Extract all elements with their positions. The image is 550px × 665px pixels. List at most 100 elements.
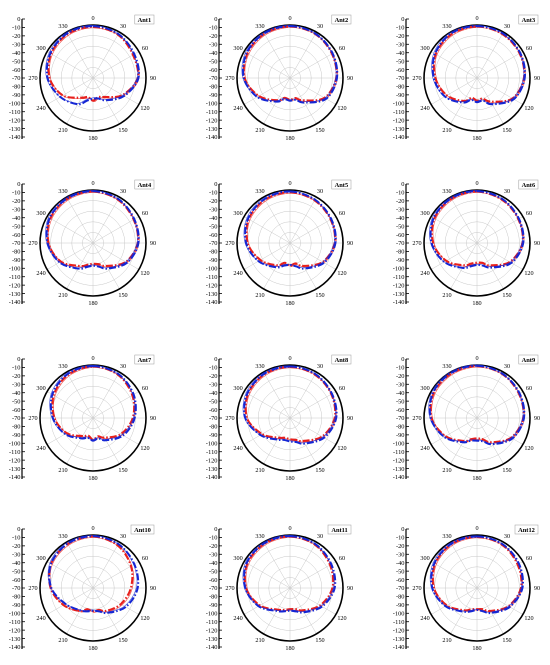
angle-label-120: 120 [524,445,533,452]
radial-tick-label: -130 [393,636,405,643]
angle-label-30: 30 [504,188,510,195]
angle-label-0: 0 [288,355,291,362]
polar-frame [236,534,344,642]
radial-tick-label: -70 [12,415,21,422]
radial-tick-label: -100 [206,100,218,107]
polar-frame [423,534,531,642]
radial-tick-label: -90 [209,432,218,439]
angle-label-180: 180 [285,300,294,307]
angle-label-120: 120 [337,445,346,452]
radial-tick-label: -10 [12,25,21,32]
radial-tick-label: -90 [396,92,405,99]
radial-tick-label: -90 [396,257,405,264]
angle-label-240: 240 [420,445,429,452]
polar-frame [39,24,147,132]
angle-label-90: 90 [534,415,540,422]
radial-tick-label: -100 [9,100,21,107]
panel-label: Ant1 [138,17,152,24]
angle-label-60: 60 [339,385,345,392]
radial-tick-label: -120 [206,627,218,634]
grid-spoke [66,541,94,589]
angle-label-240: 240 [420,615,429,622]
grid-spoke [46,587,94,615]
polar-frame [39,364,147,472]
grid-spoke [430,242,478,270]
radial-tick-label: 0 [214,16,217,23]
angle-label-90: 90 [347,240,353,247]
radial-tick-label: -50 [396,398,405,405]
angle-label-0: 0 [91,180,94,187]
panel-label: Ant2 [335,17,349,24]
radial-tick-label: -130 [206,466,218,473]
angle-label-270: 270 [28,585,37,592]
series-curve-blue [244,190,337,270]
angle-label-180: 180 [285,135,294,142]
panel-label-box [327,524,352,535]
series-curve-thin [242,535,335,613]
radial-tick-label: -50 [209,58,218,65]
polar-panel-ant7: 0 30 60 90 120 150 180 210 240 270 300 330 0 -10-20-3… [9,354,156,482]
grid-spoke [476,417,524,445]
series-curve-blue [428,364,526,446]
angle-label-210: 210 [442,292,451,299]
series-curve-blue [242,25,339,104]
grid-spoke [450,31,478,79]
grid-spoke [289,31,317,79]
angle-label-300: 300 [36,210,45,217]
angle-label-0: 0 [475,355,478,362]
radial-tick-label: -110 [206,274,217,281]
grid-spoke [476,391,524,419]
radial-tick-label: -50 [209,223,218,230]
angle-label-240: 240 [233,105,242,112]
radial-tick-label: -20 [396,198,405,205]
radial-tick-label: -60 [396,577,405,584]
angle-label-240: 240 [36,445,45,452]
angle-label-0: 0 [288,15,291,22]
grid-spoke [289,371,317,419]
radial-tick-label: -140 [9,134,21,141]
polar-panel-ant3: 0 30 60 90 120 150 180 210 240 270 300 330 0 -10-20-3… [393,14,540,142]
grid-spoke [476,587,524,615]
radial-tick-label: -70 [12,75,21,82]
radial-tick-label: -60 [12,232,21,239]
radial-tick-label: -30 [12,551,21,558]
panel-label-box [514,524,539,535]
grid-spoke [66,371,94,419]
radial-tick-label: -30 [12,41,21,48]
series-curve-thin [49,27,140,103]
radial-tick-label: -80 [396,249,405,256]
radial-tick-label: -100 [206,265,218,272]
radial-tick-label: -80 [12,424,21,431]
angle-label-270: 270 [225,240,234,247]
angle-label-120: 120 [140,615,149,622]
radial-tick-label: -100 [393,440,405,447]
grid-spoke [46,77,94,105]
radial-tick-label: -120 [206,282,218,289]
angle-label-300: 300 [233,385,242,392]
radial-tick-label: -110 [393,619,404,626]
radial-tick-label: -120 [9,627,21,634]
grid-spoke [289,391,337,419]
radial-tick-label: -10 [12,190,21,197]
radial-tick-label: -20 [12,33,21,40]
angle-label-0: 0 [91,525,94,532]
angle-label-180: 180 [472,475,481,482]
radial-tick-label: -40 [396,560,405,567]
angle-label-60: 60 [142,45,148,52]
radial-tick-label: -70 [209,415,218,422]
radial-tick-label: -120 [9,117,21,124]
angle-label-90: 90 [534,585,540,592]
angle-label-120: 120 [337,615,346,622]
angle-label-330: 330 [58,23,67,30]
series-curve-thin [243,190,335,269]
series-curve-blue [430,535,525,615]
radial-tick-label: 0 [214,526,217,533]
radial-tick-label: -70 [209,240,218,247]
angle-label-60: 60 [142,385,148,392]
radial-tick-label: -60 [209,67,218,74]
angle-label-120: 120 [140,270,149,277]
radial-tick-label: -110 [206,619,217,626]
radial-tick-label: -50 [396,58,405,65]
angle-label-150: 150 [502,127,511,134]
angle-label-210: 210 [58,637,67,644]
